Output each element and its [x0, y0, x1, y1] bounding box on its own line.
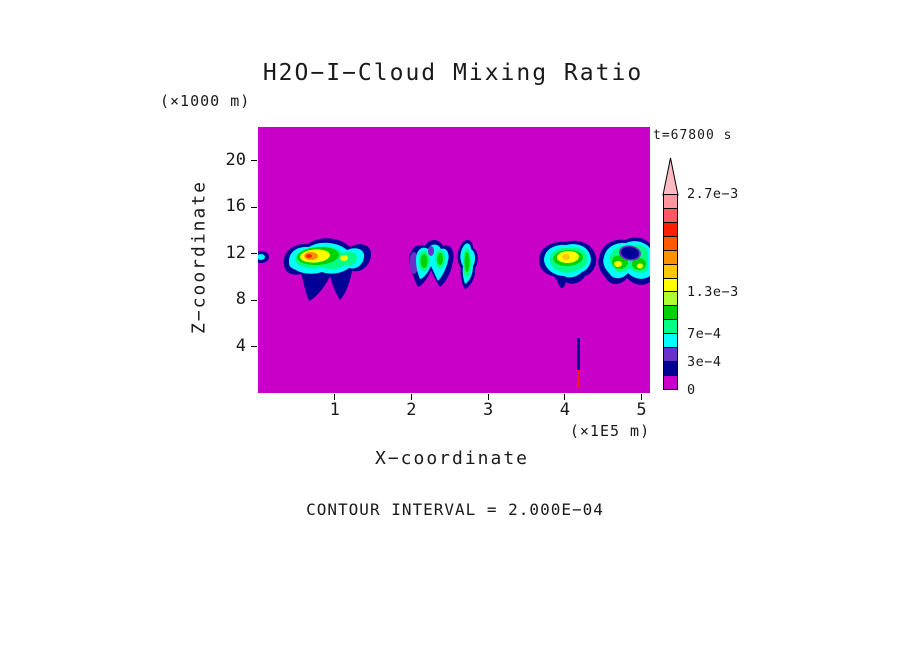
colorbar-segment: [664, 292, 677, 307]
precip-streak: [577, 370, 580, 388]
x-tick-label: 4: [559, 400, 570, 420]
colorbar-segment: [664, 195, 677, 209]
cloud-far-east: [621, 246, 639, 260]
cloud-west: [306, 254, 312, 258]
x-tick-label: 2: [406, 400, 417, 420]
contour-interval-note: CONTOUR INTERVAL = 2.000E−04: [306, 500, 604, 519]
precip-streak: [577, 338, 580, 370]
z-tick-mark: [251, 346, 257, 348]
cloud-left-edge: [257, 254, 265, 260]
cloud-far-east: [637, 263, 643, 269]
y-axis-units: (×1000 m): [160, 92, 251, 110]
colorbar-label: 7e−4: [687, 325, 722, 342]
x-tick-label: 3: [483, 400, 494, 420]
z-tick-label: 16: [225, 196, 246, 217]
x-tick-mark: [564, 394, 566, 400]
colorbar-segment: [664, 222, 677, 237]
colorbar-segment: [664, 334, 677, 349]
z-tick-mark: [251, 206, 257, 208]
cloud-center-west: [420, 254, 428, 268]
contour-plot: [253, 127, 650, 393]
colorbar-label: 2.7e−3: [687, 186, 739, 202]
colorbar-segment: [664, 320, 677, 335]
colorbar-label: 3e−4: [687, 353, 722, 370]
z-tick-mark: [251, 299, 257, 301]
x-axis-label: X−coordinate: [374, 448, 530, 469]
cloud-center: [464, 252, 470, 272]
cloud-east: [562, 254, 570, 260]
colorbar-segment: [664, 250, 677, 265]
z-tick-label: 12: [225, 242, 246, 263]
plot-area: [253, 127, 650, 393]
colorbar-arrow: [662, 157, 679, 196]
time-annotation: t=67800 s: [653, 128, 733, 143]
colorbar-scale: [663, 194, 678, 390]
cloud-center-west: [437, 253, 443, 265]
colorbar-segment: [664, 362, 677, 376]
x-tick-mark: [334, 394, 336, 400]
colorbar-segment: [664, 348, 677, 363]
z-tick-label: 20: [225, 149, 246, 170]
cloud-west: [340, 255, 348, 261]
chart-title: H2O−I−Cloud Mixing Ratio: [262, 60, 644, 86]
z-tick-mark: [251, 160, 257, 162]
colorbar-segment: [664, 375, 677, 389]
colorbar-segment: [664, 236, 677, 251]
x-tick-label: 1: [329, 400, 340, 420]
colorbar-arrow-shape: [662, 157, 679, 196]
x-tick-mark: [487, 394, 489, 400]
x-axis-units: (×1E5 m): [569, 422, 651, 440]
z-tick-label: 4: [235, 335, 246, 356]
x-tick-label: 5: [636, 400, 647, 420]
colorbar-label: 0: [687, 382, 696, 398]
x-tick-mark: [410, 394, 412, 400]
colorbar-segment: [664, 306, 677, 321]
colorbar-segment: [664, 208, 677, 223]
x-tick-mark: [641, 394, 643, 400]
colorbar-segment: [664, 278, 677, 293]
z-tick-mark: [251, 253, 257, 255]
z-tick-label: 8: [235, 289, 246, 310]
cloud-center-west: [428, 246, 434, 256]
colorbar-label: 1.3e−3: [687, 284, 739, 300]
cloud-far-east: [614, 261, 622, 267]
colorbar-segment: [664, 264, 677, 279]
